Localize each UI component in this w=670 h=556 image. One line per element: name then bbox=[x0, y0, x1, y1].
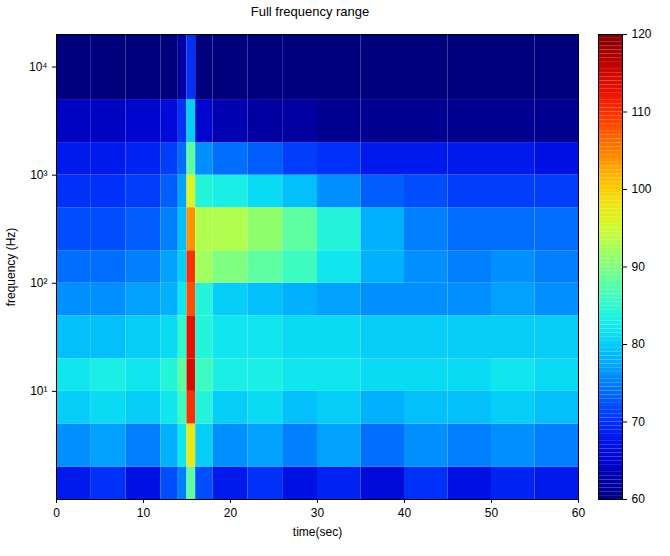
svg-text:10: 10 bbox=[137, 506, 151, 520]
svg-text:time(sec): time(sec) bbox=[293, 525, 342, 539]
svg-text:90: 90 bbox=[632, 260, 646, 274]
svg-text:70: 70 bbox=[632, 415, 646, 429]
svg-text:10⁴: 10⁴ bbox=[29, 60, 48, 74]
svg-text:60: 60 bbox=[632, 492, 646, 506]
svg-text:0: 0 bbox=[53, 506, 60, 520]
svg-text:10³: 10³ bbox=[30, 168, 47, 182]
svg-text:110: 110 bbox=[632, 105, 651, 119]
svg-text:40: 40 bbox=[398, 506, 412, 520]
html-text:Full frequency range: Full frequency range bbox=[250, 4, 370, 19]
svg-text:80: 80 bbox=[632, 337, 646, 351]
svg-text:50: 50 bbox=[485, 506, 499, 520]
svg-text:10¹: 10¹ bbox=[30, 384, 47, 398]
svg-text:10²: 10² bbox=[30, 276, 47, 290]
svg-text:frequency (Hz): frequency (Hz) bbox=[4, 228, 18, 307]
svg-text:120: 120 bbox=[632, 27, 652, 41]
svg-text:30: 30 bbox=[311, 506, 325, 520]
svg-text:100: 100 bbox=[632, 182, 652, 196]
svg-text:60: 60 bbox=[572, 506, 586, 520]
svg-text:20: 20 bbox=[224, 506, 238, 520]
